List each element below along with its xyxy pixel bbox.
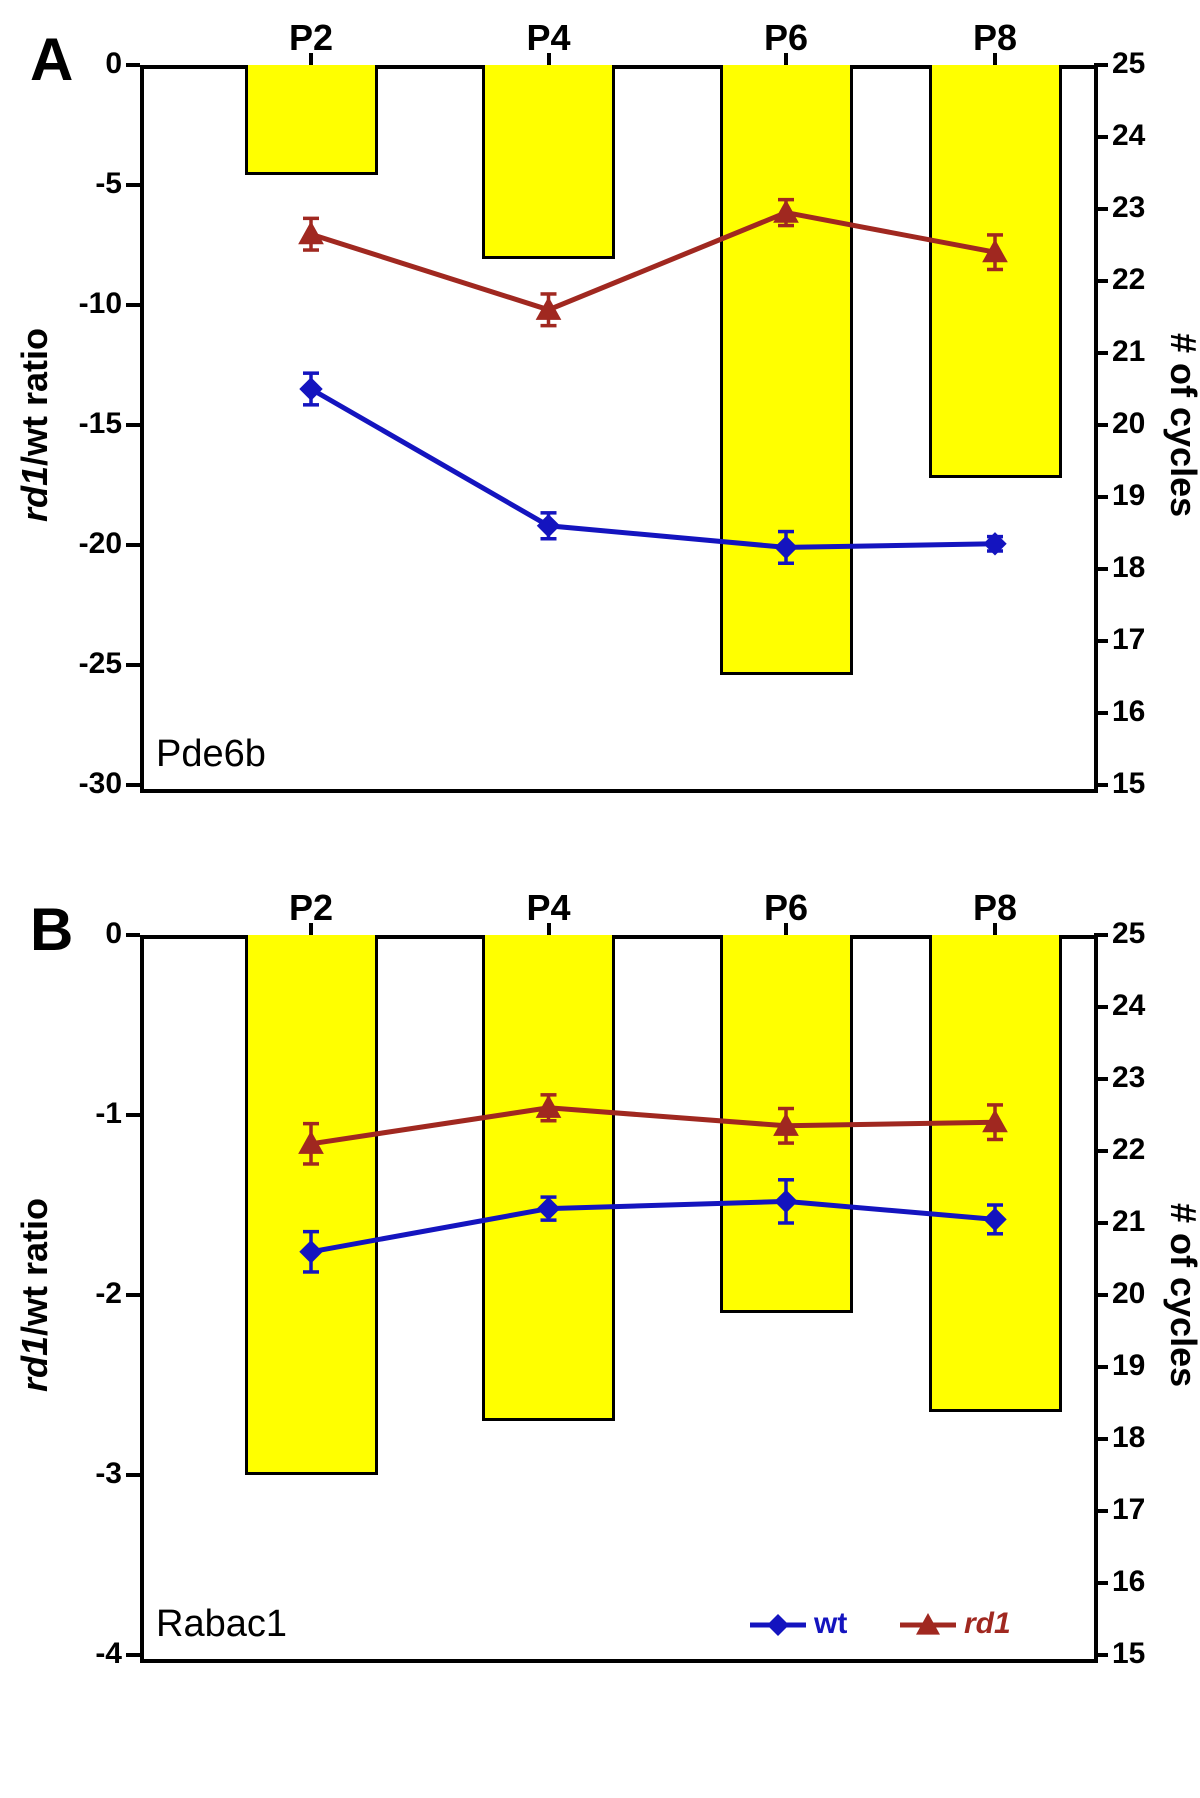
yR-tick-label: 25 (1112, 917, 1145, 951)
yR-tick-label: 24 (1112, 989, 1145, 1023)
yR-tick-label: 15 (1112, 1637, 1145, 1671)
legend-wt: wt (814, 1607, 847, 1641)
yR-tick-label: 15 (1112, 767, 1145, 801)
yL-tick-label: -4 (95, 1637, 122, 1671)
panel-label: B (30, 895, 73, 964)
yR-tick-label: 18 (1112, 1421, 1145, 1455)
yR-tick-label: 21 (1112, 1205, 1145, 1239)
line-overlay (140, 65, 1090, 785)
yL-tick-label: -25 (79, 647, 122, 681)
yR-tick-label: 16 (1112, 695, 1145, 729)
gene-label: Pde6b (156, 733, 266, 776)
yR-title: # of cycles (1162, 1190, 1200, 1400)
yL-tick-label: -10 (79, 287, 122, 321)
legend-rd1: rd1 (964, 1607, 1011, 1641)
yR-tick-label: 22 (1112, 263, 1145, 297)
yL-tick-label: -30 (79, 767, 122, 801)
yR-tick-label: 16 (1112, 1565, 1145, 1599)
line-overlay (140, 935, 1090, 1655)
yL-tick-label: -20 (79, 527, 122, 561)
yR-tick-label: 17 (1112, 623, 1145, 657)
yR-tick-label: 21 (1112, 335, 1145, 369)
yL-title: rd1/wt ratio (14, 315, 56, 535)
yR-tick-label: 19 (1112, 1349, 1145, 1383)
yL-tick-label: 0 (105, 917, 122, 951)
yR-title: # of cycles (1162, 320, 1200, 530)
yR-tick-label: 17 (1112, 1493, 1145, 1527)
yL-tick-label: 0 (105, 47, 122, 81)
yR-tick-label: 24 (1112, 119, 1145, 153)
yL-title: rd1/wt ratio (14, 1185, 56, 1405)
yR-tick-label: 18 (1112, 551, 1145, 585)
yL-tick-label: -3 (95, 1457, 122, 1491)
yR-tick-label: 23 (1112, 191, 1145, 225)
yR-tick-label: 22 (1112, 1133, 1145, 1167)
panel-label: A (30, 25, 73, 94)
yR-tick-label: 20 (1112, 407, 1145, 441)
yR-tick-label: 19 (1112, 479, 1145, 513)
yR-tick-label: 25 (1112, 47, 1145, 81)
yL-tick-label: -5 (95, 167, 122, 201)
yL-tick-label: -2 (95, 1277, 122, 1311)
gene-label: Rabac1 (156, 1603, 287, 1646)
yL-tick-label: -15 (79, 407, 122, 441)
yR-tick-label: 23 (1112, 1061, 1145, 1095)
yR-tick-label: 20 (1112, 1277, 1145, 1311)
yL-tick-label: -1 (95, 1097, 122, 1131)
